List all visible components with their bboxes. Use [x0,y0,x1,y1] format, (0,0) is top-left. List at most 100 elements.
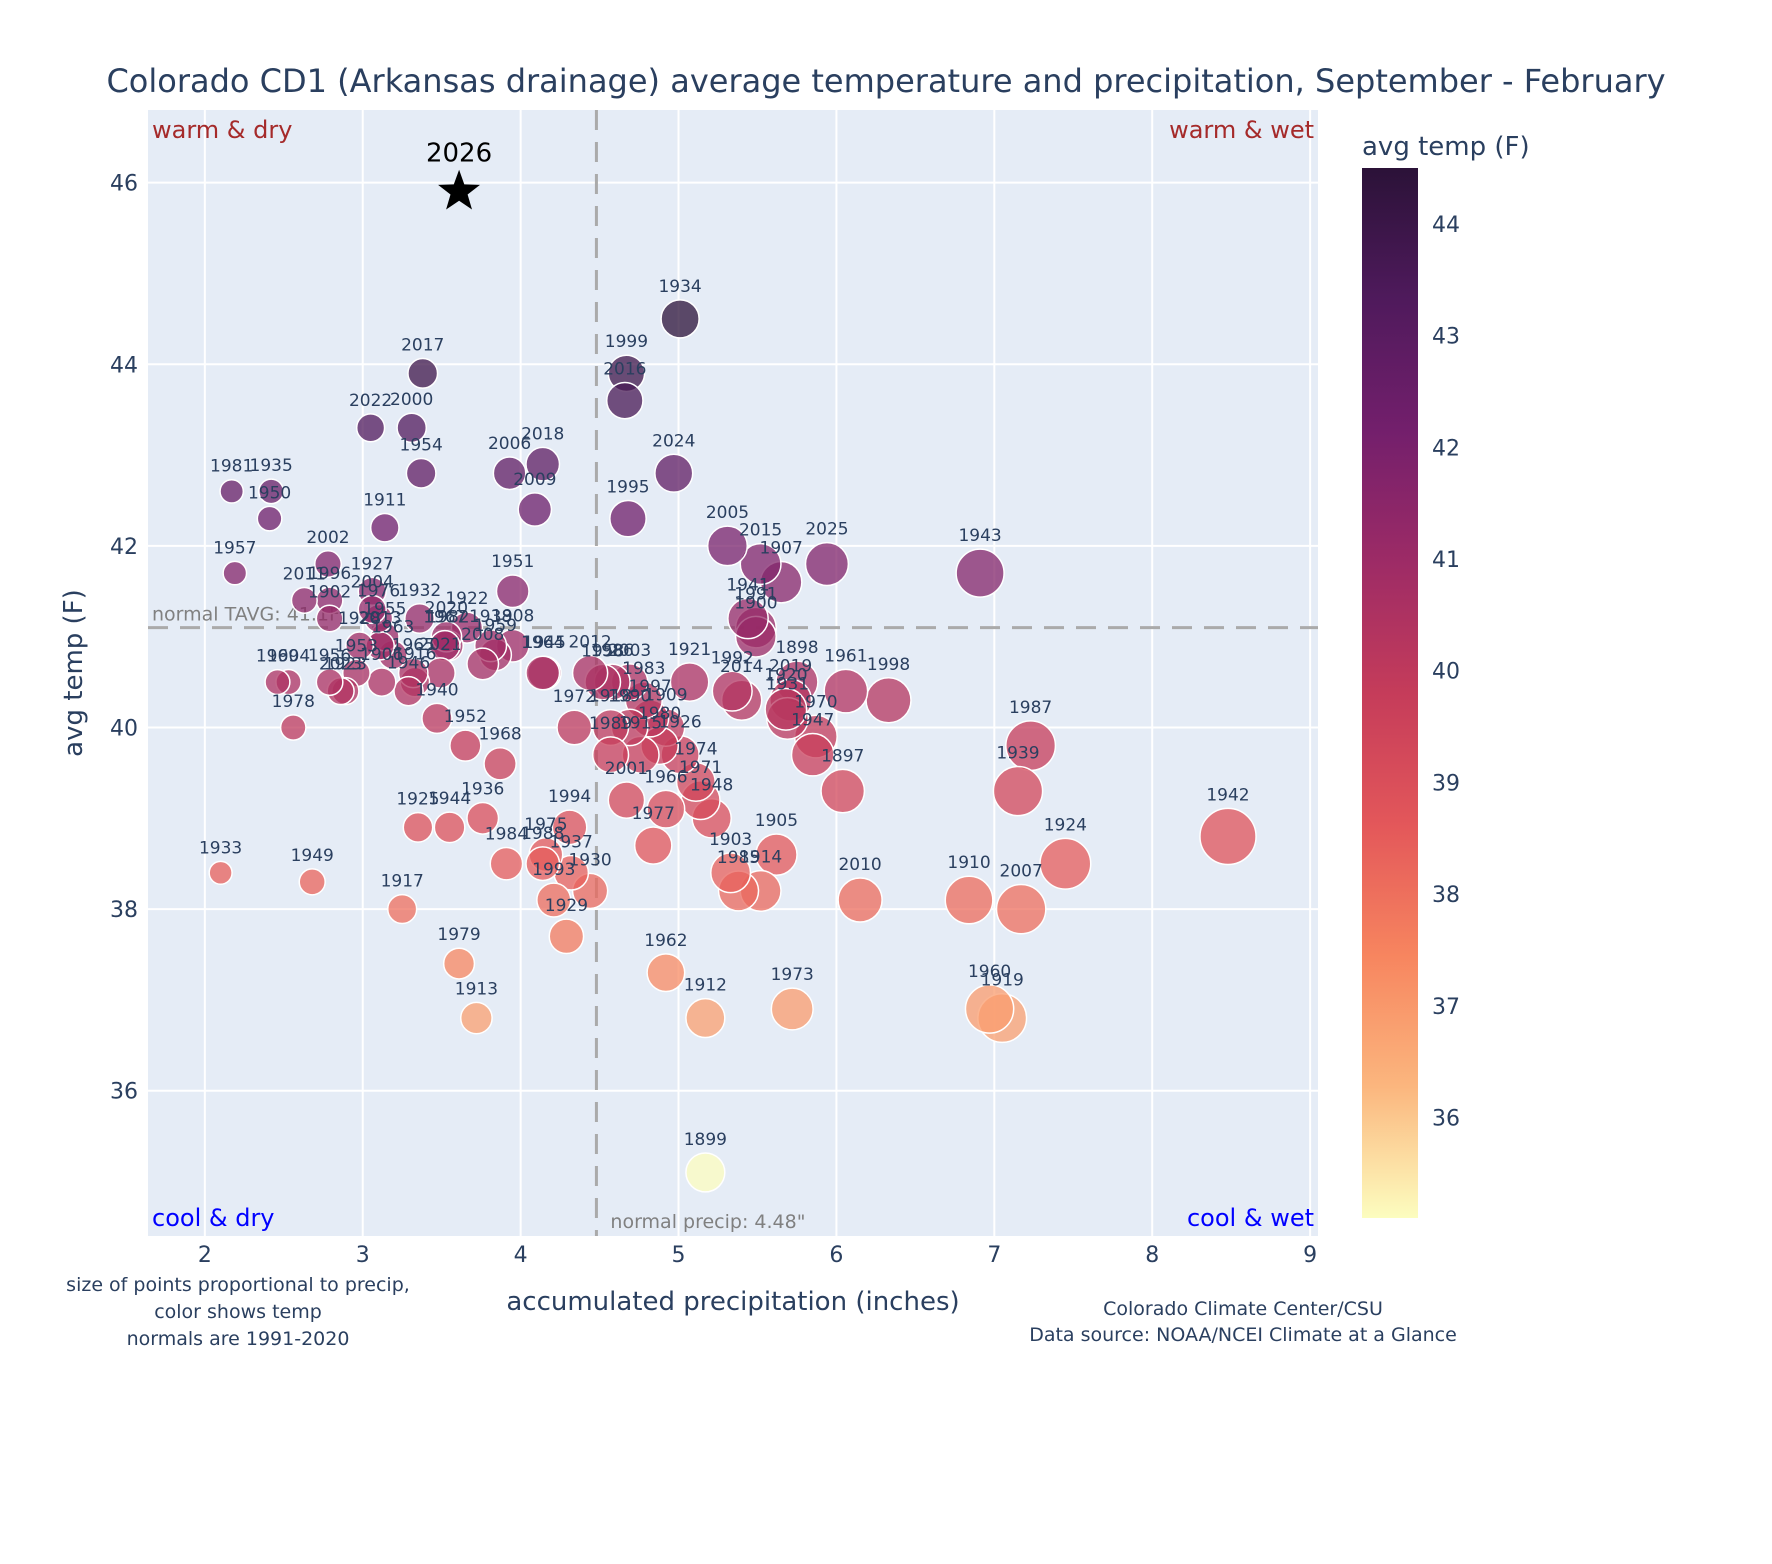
x-axis-ticks: 2 3 4 5 6 7 8 9 [198,1243,1317,1268]
data-label: 2022 [349,391,392,411]
data-label: 2014 [720,657,763,677]
data-point [459,1001,493,1035]
data-point [396,412,428,444]
y-tick-label: 44 [110,353,138,378]
data-label: 1940 [415,680,458,700]
x-tick-label: 8 [1145,1243,1159,1268]
y-tick-label: 40 [110,716,138,741]
data-label: 1938 [469,607,512,627]
data-label: 1958 [581,641,624,661]
data-label: 1969 [256,647,299,667]
data-label: 1961 [824,646,867,666]
data-label: 1948 [690,776,733,796]
credit-line-2: Data source: NOAA/NCEI Climate at a Glan… [1029,1324,1457,1346]
data-label: 1982 [426,608,469,628]
data-label: 2016 [603,359,646,379]
data-label: 1933 [199,838,242,858]
y-axis-ticks: 36 38 40 42 44 46 [110,172,138,1105]
data-label: 1900 [734,593,777,613]
data-point [685,1152,726,1193]
data-point [466,801,500,835]
data-label: 1920 [764,666,807,686]
data-label: 1902 [308,582,351,602]
data-label: 1994 [548,787,591,807]
colorbar-tick-label: 43 [1432,325,1460,350]
data-label: 1949 [291,846,334,866]
data-label: 1985 [717,848,760,868]
data-label: 2006 [488,434,531,454]
data-label: 1989 [589,714,632,734]
data-point [525,446,561,482]
data-point [837,877,883,923]
data-point [393,675,424,707]
data-label: 1906 [360,645,403,665]
data-label: 1995 [606,477,649,497]
data-point [357,594,387,625]
colorbar-tick-label: 38 [1432,883,1460,908]
data-point [804,541,850,587]
data-label: 1915 [619,713,662,733]
data-point [402,811,434,843]
data-point [404,603,436,635]
data-point [315,668,344,697]
data-label: 2010 [838,855,881,875]
data-point [605,381,644,420]
data-point [646,953,686,993]
data-label: 1919 [981,971,1024,991]
data-point [964,984,1015,1034]
data-label: 1898 [775,638,818,658]
data-point [646,789,686,829]
data-label: 1980 [638,704,681,724]
highlight-label: 2026 [426,139,492,169]
data-point [823,668,869,714]
data-point [525,846,561,882]
data-label: 1929 [545,896,588,916]
data-label: 1947 [791,711,834,731]
data-point [387,893,418,925]
data-label: 1927 [351,554,394,574]
data-point [290,586,318,614]
data-point [944,875,994,925]
data-point [995,883,1047,935]
data-point [525,655,561,691]
data-point [355,413,386,443]
quadrant-label-warm-dry: warm & dry [152,116,292,144]
data-label: 1945 [523,633,566,653]
data-label: 1912 [684,976,727,996]
data-label: 1913 [455,979,498,999]
note-line-1: size of points proportional to precip, [66,1274,410,1296]
data-label: 1952 [444,707,487,727]
x-tick-label: 4 [514,1243,528,1268]
data-label: 1922 [445,589,488,609]
data-point [992,765,1044,817]
data-point [551,809,588,846]
data-label: 1953 [335,636,378,656]
quadrant-label-cool-dry: cool & dry [152,1204,275,1232]
data-point [591,736,630,774]
x-tick-label: 6 [829,1243,843,1268]
data-label: 1987 [1009,698,1052,718]
data-label: 1955 [363,600,406,620]
data-label: 1964 [521,633,564,653]
data-label: 2015 [739,521,782,541]
data-points [208,299,1257,1193]
data-label: 2001 [605,759,648,779]
data-label: 1899 [684,1130,727,1150]
data-label: 1988 [521,824,564,844]
data-point [1039,837,1092,890]
data-label: 1960 [968,962,1011,982]
data-label: 1943 [958,526,1001,546]
data-label: 1963 [371,618,414,638]
data-point [442,947,476,980]
data-label: 2019 [769,656,812,676]
data-label: 1990 [608,686,651,706]
data-label: 2018 [521,424,564,444]
colorbar-ticks: 36 37 38 39 40 41 42 43 44 [1432,213,1460,1132]
data-label: 1992 [711,648,754,668]
data-point [711,670,753,712]
data-point [489,846,524,881]
data-point [264,668,291,696]
data-point [669,662,710,703]
data-label: 1983 [622,659,665,679]
